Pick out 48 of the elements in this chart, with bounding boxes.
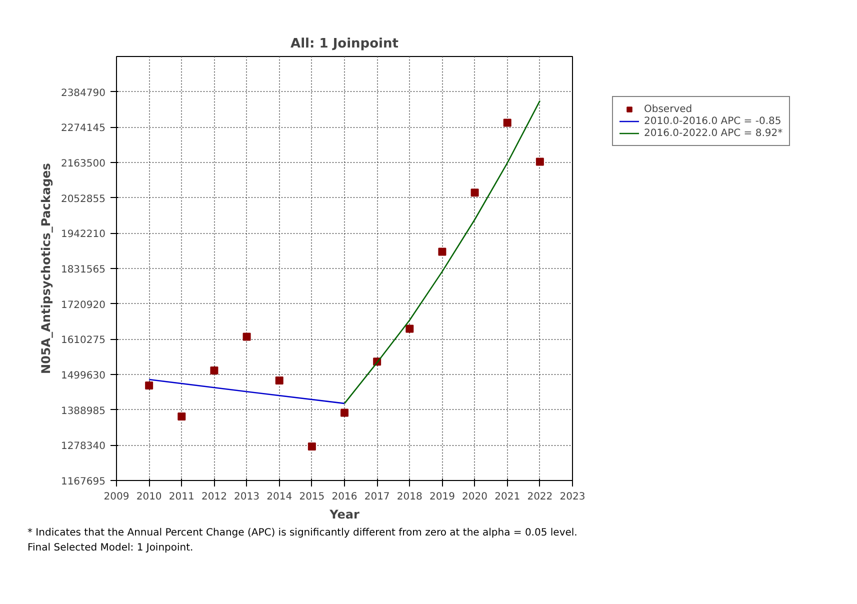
legend-label: Observed (644, 103, 692, 115)
x-tick-label: 2017 (364, 492, 390, 502)
point (145, 382, 154, 390)
point (178, 412, 186, 421)
point (503, 118, 512, 127)
y-tick-label: 1388985 (60, 406, 106, 417)
x-tick-label: 2016 (332, 492, 358, 502)
x-tick-label: 2011 (168, 492, 194, 502)
y-tick-label: 1831565 (60, 264, 106, 276)
x-tick-label: 2018 (396, 492, 422, 502)
x-tick-label: 2009 (104, 492, 130, 502)
x-tick-label: 2010 (136, 492, 162, 502)
text: * Indicates that the Annual Percent Change (APC) is significantly different from zero at the alpha = 0.05 level. (28, 528, 578, 538)
x-tick-label: 2023 (560, 492, 586, 502)
x-axis-title: Year (328, 508, 360, 522)
y-tick-label: 1610275 (60, 335, 106, 346)
y-tick-label: 2384790 (60, 88, 106, 99)
y-tick-label: 1499630 (60, 370, 106, 382)
legend-label: 2016.0-2022.0 APC = 8.92* (644, 127, 783, 139)
line-series (344, 100, 541, 404)
y-axis-title: N05A_Antipsychotics_Packages (38, 163, 53, 374)
point (210, 366, 218, 375)
point (340, 408, 348, 417)
x-tick-label: 2014 (266, 492, 292, 502)
y-tick-label: 1167695 (60, 476, 106, 488)
x-tick-label: 2022 (527, 492, 553, 502)
x-tick-label: 2021 (494, 492, 520, 502)
y-tick-label: 1278340 (60, 441, 106, 452)
x-tick-label: 2020 (462, 492, 488, 502)
x-tick-label: 2012 (201, 492, 227, 502)
x-tick-label: 2013 (234, 492, 260, 502)
text: Final Selected Model: 1 Joinpoint. (28, 542, 194, 554)
point (275, 376, 284, 384)
chart-title: All: 1 Joinpoint (290, 36, 398, 52)
legend-label: 2010.0-2016.0 APC = -0.85 (644, 115, 782, 127)
point (308, 442, 316, 451)
point (242, 332, 251, 341)
point (536, 158, 544, 166)
y-tick-label: 1942210 (60, 229, 106, 240)
y-tick-label: 2274145 (60, 123, 106, 134)
x-tick-label: 2015 (299, 492, 325, 502)
y-tick-label: 1720920 (60, 300, 106, 311)
y-tick-label: 2163500 (60, 158, 106, 170)
point (438, 248, 446, 256)
y-tick-label: 2052855 (60, 194, 106, 205)
point (470, 188, 479, 197)
point (406, 324, 414, 333)
x-tick-label: 2019 (429, 492, 455, 502)
